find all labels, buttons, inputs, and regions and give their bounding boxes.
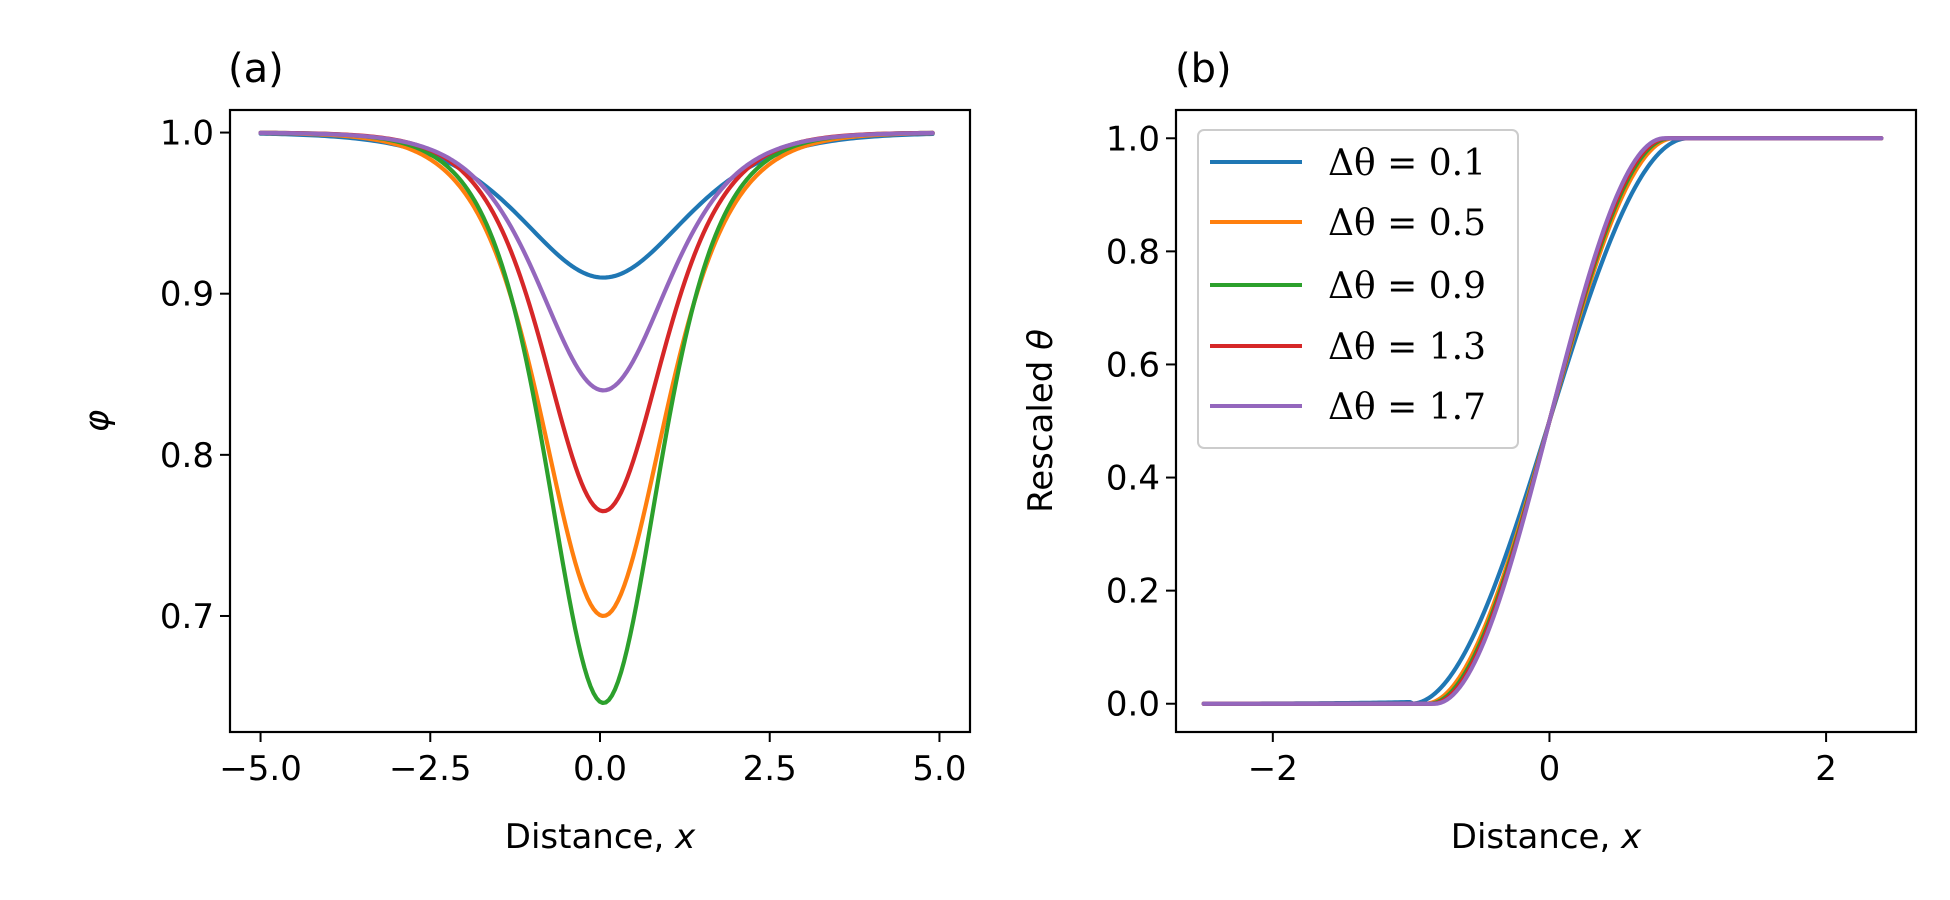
panel-a-title: (a) [228, 46, 284, 92]
panel-a-y-tick-label-3: 1.0 [160, 114, 214, 154]
legend-label-0: Δθ = 0.1 [1328, 143, 1486, 184]
panel-a-x-tick-label-4: 5.0 [912, 749, 966, 789]
panel-b: (b) −2 0 2 0.00.20.40.60.81.0 Distance, x … [1021, 46, 1918, 857]
panel-b-series-4 [1201, 136, 1884, 706]
legend-label-4: Δθ = 1.7 [1328, 387, 1486, 428]
legend-box [1197, 129, 1519, 449]
legend-label-2: Δθ = 0.9 [1328, 266, 1486, 307]
panel-b-x-tick-label-0: −2 [1248, 749, 1298, 789]
panel-a-y-axis-label: φ [77, 409, 117, 432]
panel-a: (a) −5.0 −2.5 0.0 2.5 5.0 0.7 0.8 0.9 1.0 Dista… [77, 46, 972, 857]
panel-b-x-ticks: −2 0 2 [1248, 732, 1837, 789]
panel-a-x-tick-label-0: −5.0 [219, 749, 302, 789]
panel-a-series-0 [258, 131, 935, 280]
panel-a-y-tick-label-0: 0.7 [160, 597, 214, 637]
panel-b-y-tick-label-5: 1.0 [1106, 119, 1160, 159]
panel-b-y-tick-label-3: 0.6 [1106, 345, 1160, 385]
legend-entry-0: Δθ = 0.1 [1210, 143, 1486, 184]
panel-a-y-tick-label-2: 0.9 [160, 275, 214, 315]
panel-b-y-axis-label: Rescaled θ [1021, 329, 1061, 513]
panel-a-series-1 [258, 130, 935, 619]
panel-a-x-ticks: −5.0 −2.5 0.0 2.5 5.0 [219, 732, 966, 789]
legend-label-3: Δθ = 1.3 [1328, 327, 1486, 368]
legend: Δθ = 0.1 Δθ = 0.5 Δθ = 0.9 Δθ = 1.3 Δθ =… [1197, 129, 1519, 449]
legend-entry-3: Δθ = 1.3 [1210, 327, 1486, 368]
panel-a-series-group [258, 130, 935, 706]
panel-b-x-tick-label-1: 0 [1539, 749, 1561, 789]
panel-b-y-tick-label-1: 0.2 [1106, 572, 1160, 612]
panel-b-y-tick-label-4: 0.8 [1106, 232, 1160, 272]
panel-a-series-3 [258, 130, 935, 514]
panel-b-frame [1174, 108, 1918, 734]
panel-a-x-tick-label-3: 2.5 [743, 749, 797, 789]
panel-a-series-2 [258, 130, 935, 706]
panel-b-x-axis-label: Distance, x [1451, 817, 1642, 857]
panel-b-x-tick-label-2: 2 [1815, 749, 1837, 789]
legend-entry-1: Δθ = 0.5 [1210, 203, 1486, 244]
panel-b-y-tick-label-2: 0.4 [1106, 459, 1160, 499]
panel-a-y-tick-label-1: 0.8 [160, 436, 214, 476]
panel-a-x-tick-label-2: 0.0 [573, 749, 627, 789]
legend-entry-2: Δθ = 0.9 [1210, 266, 1486, 307]
legend-entry-4: Δθ = 1.7 [1210, 387, 1486, 428]
legend-label-1: Δθ = 0.5 [1328, 203, 1486, 244]
panel-b-y-tick-label-0: 0.0 [1106, 685, 1160, 725]
panel-a-x-tick-label-1: −2.5 [389, 749, 472, 789]
panel-a-y-ticks: 0.7 0.8 0.9 1.0 [160, 114, 230, 637]
panel-a-series-4 [258, 130, 935, 393]
panel-b-series-group [1201, 136, 1884, 706]
panel-a-x-axis-label: Distance, x [505, 817, 696, 857]
panel-b-y-ticks: 0.0 0.2 0.4 0.6 0.8 1.0 [1106, 119, 1176, 725]
panel-b-title: (b) [1175, 46, 1232, 92]
panel-a-frame [228, 108, 972, 734]
